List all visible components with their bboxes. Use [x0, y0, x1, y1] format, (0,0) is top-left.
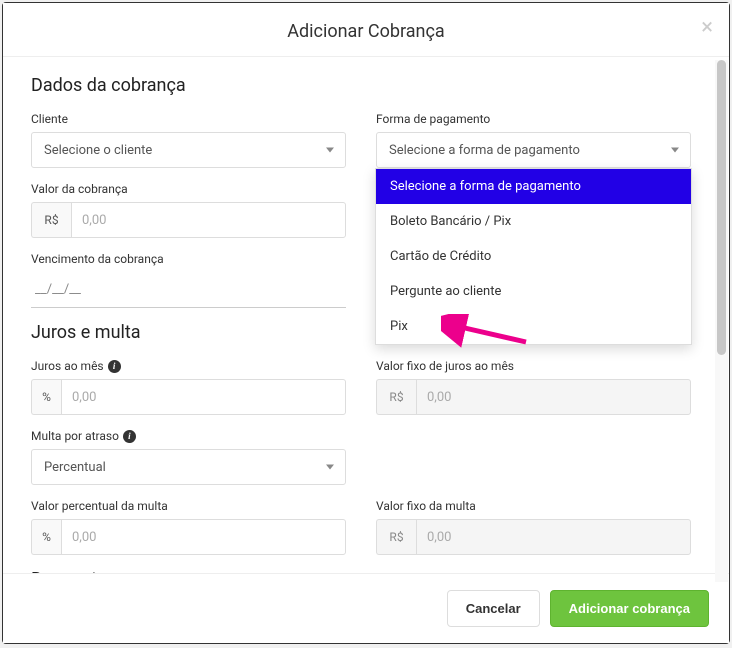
currency-prefix: R$ — [376, 379, 416, 415]
value-input[interactable]: 0,00 — [71, 202, 346, 238]
chevron-down-icon — [671, 148, 679, 153]
duedate-label: Vencimento da cobrança — [31, 252, 346, 266]
payment-dropdown-panel: Selecione a forma de pagamento Boleto Ba… — [375, 168, 692, 345]
duedate-placeholder: __/__/__ — [35, 282, 81, 297]
payment-option-cartao[interactable]: Cartão de Crédito — [376, 239, 691, 274]
client-select-value: Selecione o cliente — [44, 143, 152, 158]
interest-fixed-label: Valor fixo de juros ao mês — [376, 359, 691, 373]
modal-title: Adicionar Cobrança — [23, 21, 709, 42]
modal-footer: Cancelar Adicionar cobrança — [3, 573, 729, 643]
payment-select-value: Selecione a forma de pagamento — [389, 143, 580, 158]
interest-month-label: Juros ao mês i — [31, 359, 346, 373]
client-select[interactable]: Selecione o cliente — [31, 132, 346, 168]
fine-fixed-input: 0,00 — [416, 519, 691, 555]
client-label: Cliente — [31, 112, 346, 126]
duedate-input[interactable]: __/__/__ — [31, 272, 346, 308]
currency-prefix: R$ — [31, 202, 71, 238]
chevron-down-icon — [326, 148, 334, 153]
fine-percent-label: Valor percentual da multa — [31, 499, 346, 513]
percent-prefix: % — [31, 519, 61, 555]
section-discount-title: Desconto — [31, 569, 691, 573]
interest-fixed-input: 0,00 — [416, 379, 691, 415]
payment-option-selected[interactable]: Selecione a forma de pagamento — [376, 169, 691, 204]
info-icon[interactable]: i — [123, 430, 136, 443]
payment-option-pergunte[interactable]: Pergunte ao cliente — [376, 274, 691, 309]
payment-option-pix[interactable]: Pix — [376, 309, 691, 344]
submit-button[interactable]: Adicionar cobrança — [550, 590, 709, 627]
value-label: Valor da cobrança — [31, 182, 346, 196]
fine-type-value: Percentual — [44, 460, 106, 475]
percent-prefix: % — [31, 379, 61, 415]
fine-label: Multa por atraso i — [31, 429, 346, 443]
scrollbar-thumb[interactable] — [717, 60, 726, 355]
payment-option-boleto[interactable]: Boleto Bancário / Pix — [376, 204, 691, 239]
cancel-button[interactable]: Cancelar — [447, 590, 540, 627]
currency-prefix: R$ — [376, 519, 416, 555]
modal-body: Dados da cobrança Cliente Selecione o cl… — [3, 57, 729, 573]
payment-select[interactable]: Selecione a forma de pagamento — [376, 132, 691, 168]
fine-fixed-label: Valor fixo da multa — [376, 499, 691, 513]
modal-header: Adicionar Cobrança × — [3, 3, 729, 57]
info-icon[interactable]: i — [108, 360, 121, 373]
fine-percent-input[interactable]: 0,00 — [61, 519, 346, 555]
scrollbar[interactable] — [715, 60, 728, 582]
section-billing-title: Dados da cobrança — [31, 75, 691, 96]
payment-label: Forma de pagamento — [376, 112, 691, 126]
interest-month-input[interactable]: 0,00 — [61, 379, 346, 415]
chevron-down-icon — [326, 465, 334, 470]
close-icon[interactable]: × — [701, 17, 713, 39]
add-billing-modal: Adicionar Cobrança × Dados da cobrança C… — [2, 2, 730, 644]
fine-type-select[interactable]: Percentual — [31, 449, 346, 485]
